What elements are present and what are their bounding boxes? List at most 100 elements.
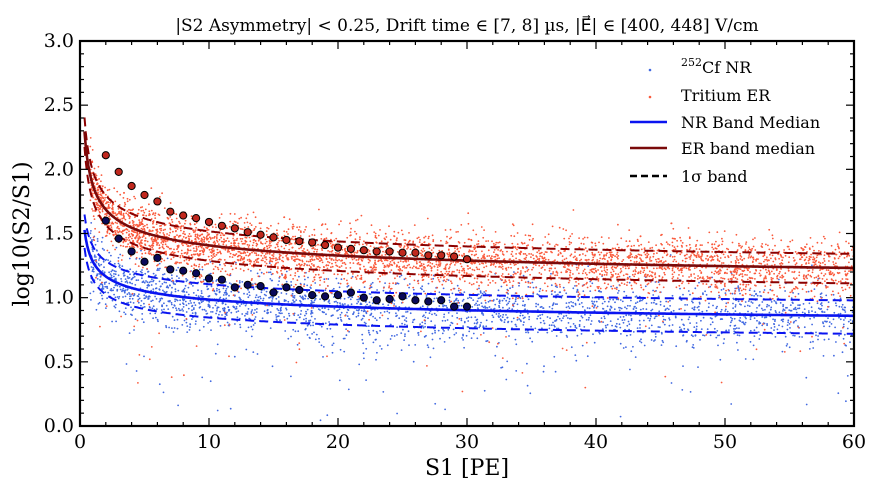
er-point: [154, 212, 157, 215]
nr-point: [715, 307, 718, 310]
er-point: [123, 205, 126, 208]
er-point: [600, 251, 603, 254]
nr-point: [759, 334, 762, 336]
nr-point: [687, 318, 690, 321]
er-point: [845, 278, 847, 280]
er-point: [340, 265, 343, 267]
er-point: [235, 239, 238, 242]
nr-point: [278, 280, 280, 282]
nr-point: [395, 305, 397, 308]
er-point: [219, 234, 222, 237]
er-point: [283, 276, 285, 279]
er-point: [303, 231, 305, 233]
er-point: [217, 243, 220, 246]
nr-point: [319, 419, 322, 422]
nr-point: [765, 316, 767, 319]
nr-point: [276, 308, 279, 310]
nr-point: [482, 325, 485, 328]
er-point: [664, 273, 666, 276]
nr-point: [113, 275, 115, 278]
nr-point: [256, 308, 258, 310]
er-point: [690, 275, 692, 277]
er-point: [597, 287, 600, 290]
nr-point: [570, 305, 573, 307]
er-point: [446, 235, 448, 238]
nr-point: [303, 283, 306, 286]
er-point: [745, 241, 748, 244]
nr-point: [446, 306, 448, 309]
nr-point: [857, 348, 859, 350]
er-point: [858, 275, 860, 277]
nr-point: [475, 322, 478, 325]
nr-point: [165, 304, 168, 307]
er-point: [114, 248, 116, 251]
nr-point: [698, 309, 700, 311]
er-point: [249, 240, 252, 243]
er-point: [846, 284, 849, 287]
er-point: [360, 274, 363, 277]
nr-point: [437, 329, 440, 332]
nr-point: [191, 309, 193, 312]
nr-point: [93, 254, 96, 257]
nr-point: [743, 323, 746, 326]
nr-point: [652, 289, 654, 292]
er-point: [131, 219, 134, 222]
nr-point: [148, 281, 151, 284]
er-point: [817, 274, 820, 277]
er-point: [356, 250, 359, 252]
er-point: [434, 290, 436, 293]
nr-point: [425, 334, 427, 337]
er-point: [250, 224, 253, 227]
nr-point: [581, 316, 584, 319]
nr-point: [110, 274, 113, 277]
nr-point: [256, 353, 259, 355]
er-point: [160, 238, 163, 241]
er-point: [773, 272, 775, 275]
er-point: [541, 244, 544, 246]
nr-point: [794, 306, 797, 309]
nr-point: [361, 333, 364, 336]
nr-point: [230, 311, 233, 314]
nr-point: [755, 293, 757, 296]
nr-point: [537, 303, 540, 306]
nr-point: [312, 307, 315, 309]
er-point: [488, 255, 491, 257]
nr-point: [135, 279, 138, 282]
nr-point: [839, 312, 842, 315]
nr-point: [214, 352, 217, 355]
nr-point: [575, 359, 578, 362]
nr-point: [279, 309, 282, 312]
nr-point: [209, 320, 211, 323]
er-point: [148, 303, 151, 306]
nr-point: [116, 288, 119, 291]
nr-point: [202, 295, 204, 298]
er-point: [373, 246, 375, 249]
er-point: [403, 245, 406, 248]
er-point: [779, 270, 781, 273]
nr-point: [839, 297, 842, 300]
nr-point: [716, 334, 719, 337]
er-point: [257, 239, 260, 242]
er-point: [349, 222, 351, 225]
nr-point: [131, 297, 134, 300]
nr-point: [131, 309, 134, 312]
nr-point: [833, 311, 836, 314]
nr-point: [176, 275, 178, 278]
nr-point: [281, 312, 283, 315]
nr-point: [442, 305, 444, 308]
nr-point: [335, 277, 338, 280]
nr-point: [753, 329, 756, 332]
nr-point: [639, 308, 642, 311]
nr-point: [736, 341, 738, 344]
nr-point: [201, 376, 204, 379]
nr-point: [277, 315, 280, 317]
er-point: [557, 250, 560, 252]
nr-point: [549, 317, 551, 320]
nr-point: [720, 310, 722, 313]
nr-point: [604, 324, 607, 327]
nr-point: [318, 337, 320, 340]
nr-point: [347, 296, 350, 299]
nr-point: [405, 320, 408, 323]
nr-point: [412, 360, 415, 363]
er-point: [370, 224, 373, 227]
